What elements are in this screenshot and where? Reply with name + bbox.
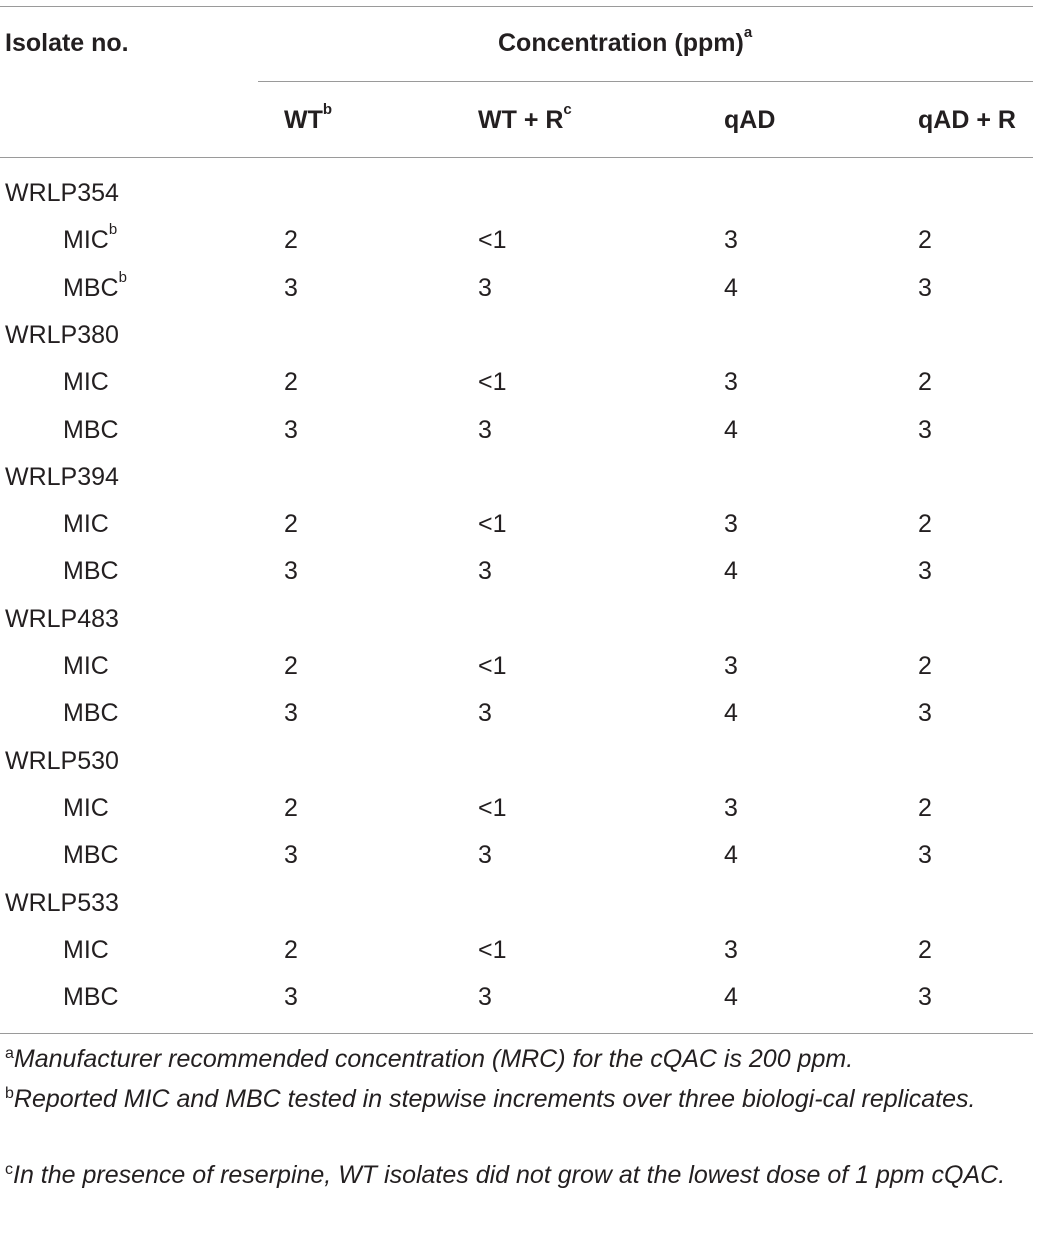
value-cell: 2 <box>918 368 932 396</box>
value-cell: 2 <box>918 936 932 964</box>
value-cell: 4 <box>724 841 738 869</box>
value-cell: 3 <box>918 274 932 302</box>
metric-label: MBCb <box>63 269 127 302</box>
value-cell: 3 <box>724 368 738 396</box>
value-cell: <1 <box>478 652 507 680</box>
value-cell: 3 <box>918 983 932 1011</box>
footnote-c: cIn the presence of reserpine, WT isolat… <box>5 1161 1006 1189</box>
value-cell: 3 <box>724 936 738 964</box>
value-cell: 3 <box>284 274 298 302</box>
isolate-label: WRLP394 <box>5 463 119 491</box>
value-cell: 2 <box>918 794 932 822</box>
value-cell: 3 <box>478 983 492 1011</box>
value-cell: 3 <box>284 983 298 1011</box>
isolate-label: WRLP483 <box>5 605 119 633</box>
value-cell: 3 <box>284 699 298 727</box>
metric-label: MBC <box>63 983 119 1011</box>
value-cell: 2 <box>918 226 932 254</box>
col-header-wt-r: WT + Rc <box>478 101 572 134</box>
metric-label: MBC <box>63 557 119 585</box>
value-cell: 4 <box>724 274 738 302</box>
metric-label: MIC <box>63 794 109 822</box>
isolate-label: WRLP530 <box>5 747 119 775</box>
value-cell: 2 <box>918 510 932 538</box>
value-cell: 2 <box>918 652 932 680</box>
value-cell: 3 <box>724 226 738 254</box>
isolate-label: WRLP533 <box>5 889 119 917</box>
metric-label: MBC <box>63 416 119 444</box>
value-cell: 3 <box>478 557 492 585</box>
value-cell: 3 <box>478 274 492 302</box>
value-cell: 2 <box>284 226 298 254</box>
value-cell: 2 <box>284 368 298 396</box>
metric-label: MIC <box>63 652 109 680</box>
value-cell: <1 <box>478 226 507 254</box>
value-cell: 4 <box>724 983 738 1011</box>
metric-label: MIC <box>63 936 109 964</box>
isolate-label: WRLP380 <box>5 321 119 349</box>
col-header-qad-r: qAD + R <box>918 106 1016 134</box>
value-cell: 2 <box>284 652 298 680</box>
isolate-label: WRLP354 <box>5 179 119 207</box>
value-cell: 3 <box>478 699 492 727</box>
value-cell: 3 <box>284 416 298 444</box>
value-cell: 2 <box>284 936 298 964</box>
isolate-header: Isolate no. <box>5 29 129 57</box>
value-cell: 3 <box>918 416 932 444</box>
value-cell: 3 <box>724 510 738 538</box>
metric-label: MICb <box>63 221 118 254</box>
footnote-b: bReported MIC and MBC tested in stepwise… <box>5 1085 976 1113</box>
value-cell: <1 <box>478 510 507 538</box>
value-cell: 3 <box>918 841 932 869</box>
value-cell: 3 <box>724 652 738 680</box>
header-rule <box>0 157 1033 158</box>
metric-label: MIC <box>63 368 109 396</box>
value-cell: 3 <box>284 841 298 869</box>
metric-label: MBC <box>63 841 119 869</box>
concentration-header: Concentration (ppm)a <box>498 24 753 57</box>
value-cell: <1 <box>478 368 507 396</box>
footnote-a: aManufacturer recommended concentration … <box>5 1045 854 1073</box>
value-cell: 3 <box>918 557 932 585</box>
value-cell: 4 <box>724 557 738 585</box>
value-cell: 3 <box>478 841 492 869</box>
metric-label: MBC <box>63 699 119 727</box>
bottom-rule <box>0 1033 1033 1034</box>
value-cell: 4 <box>724 416 738 444</box>
col-header-qad: qAD <box>724 106 776 134</box>
value-cell: 3 <box>284 557 298 585</box>
metric-label: MIC <box>63 510 109 538</box>
value-cell: 3 <box>478 416 492 444</box>
col-header-wt: WTb <box>284 101 333 134</box>
value-cell: 2 <box>284 794 298 822</box>
value-cell: <1 <box>478 794 507 822</box>
value-cell: 2 <box>284 510 298 538</box>
concentration-rule <box>258 81 1033 82</box>
value-cell: <1 <box>478 936 507 964</box>
value-cell: 4 <box>724 699 738 727</box>
top-rule <box>0 6 1033 7</box>
value-cell: 3 <box>918 699 932 727</box>
value-cell: 3 <box>724 794 738 822</box>
